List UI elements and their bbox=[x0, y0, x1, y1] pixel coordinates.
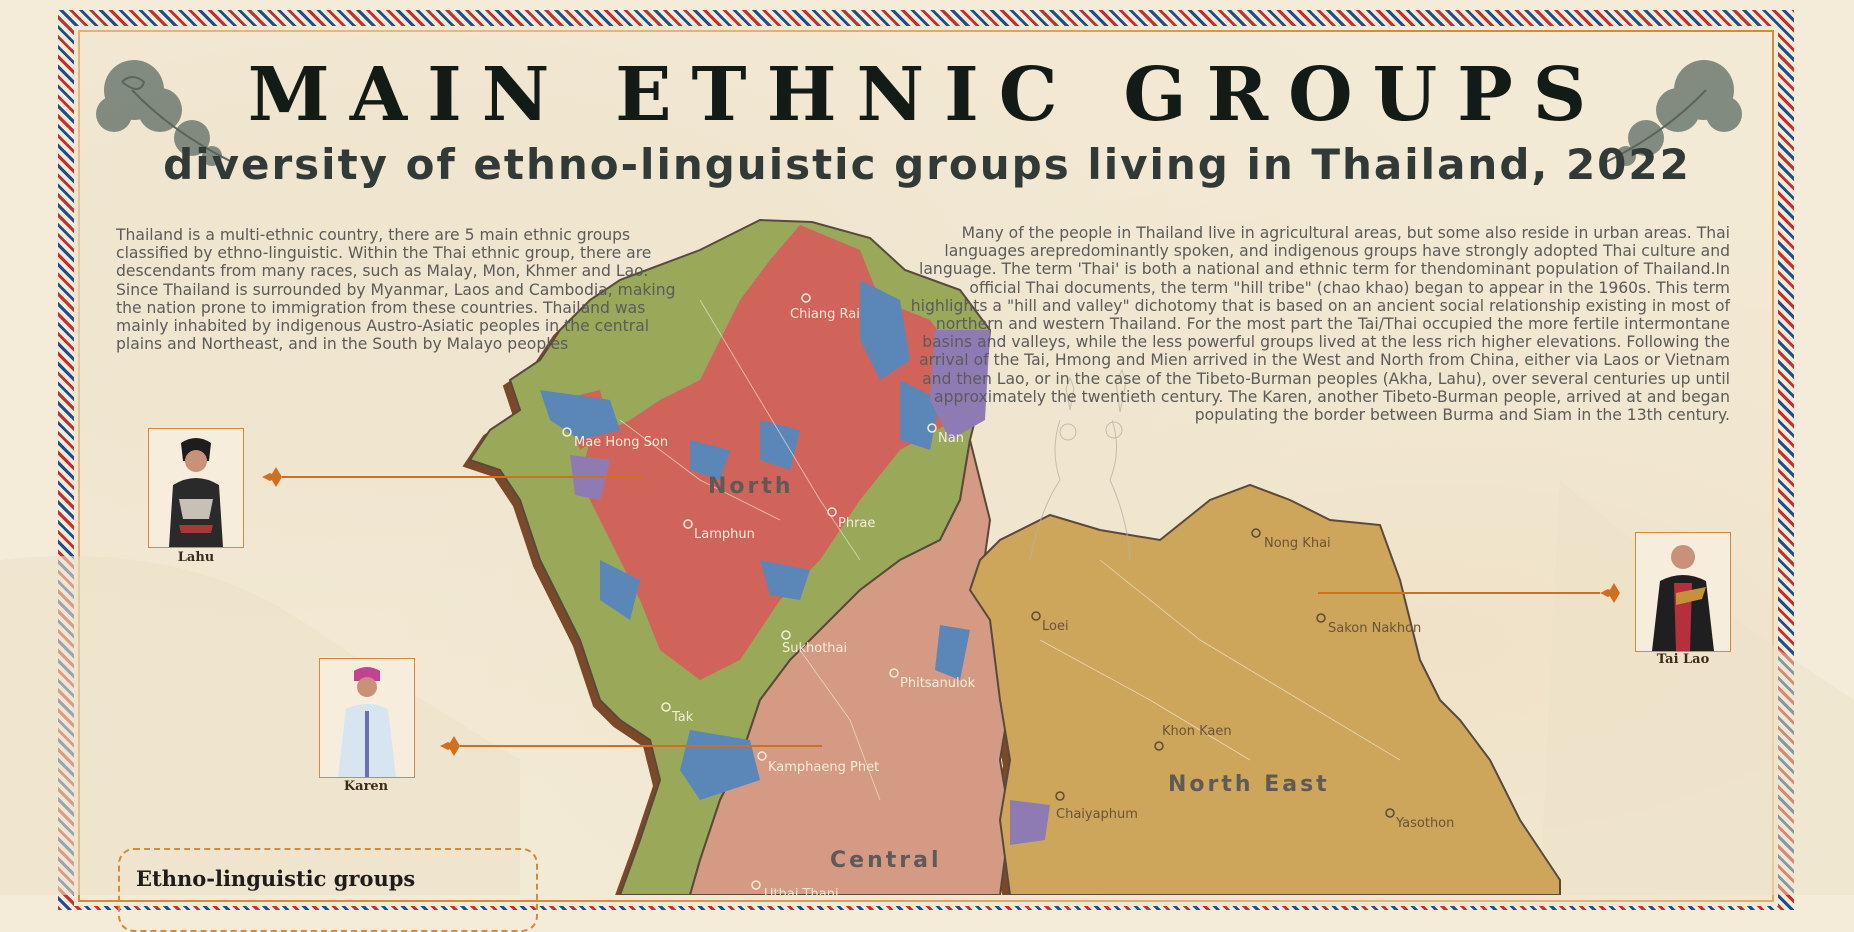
city-marker bbox=[781, 630, 791, 640]
lahu-label: Lahu bbox=[177, 550, 215, 565]
thailand-map: North North East Central Chiang Rai Mae … bbox=[0, 218, 1854, 895]
neighbor-land-right bbox=[1540, 480, 1854, 895]
city-marker bbox=[757, 751, 767, 761]
purple-group-patches bbox=[570, 330, 1050, 845]
region-label-north: North bbox=[708, 474, 794, 499]
city-label-phrae: Phrae bbox=[838, 516, 875, 531]
city-marker bbox=[827, 507, 837, 517]
lahu-portrait bbox=[148, 428, 244, 548]
city-label-chiang-rai: Chiang Rai bbox=[790, 307, 860, 322]
city-marker bbox=[562, 427, 572, 437]
city-label-nan: Nan bbox=[938, 431, 964, 446]
city-marker bbox=[1154, 741, 1164, 751]
lahu-figure-icon bbox=[169, 438, 223, 547]
city-label-sukhothai: Sukhothai bbox=[782, 641, 847, 656]
city-label-lamphun: Lamphun bbox=[694, 527, 755, 542]
page-title: MAIN ETHNIC GROUPS bbox=[247, 52, 1607, 138]
karen-label: Karen bbox=[343, 779, 389, 794]
intro-left-paragraph: Thailand is a multi-ethnic country, ther… bbox=[116, 226, 676, 354]
city-label-khon-kaen: Khon Kaen bbox=[1162, 724, 1232, 739]
right-flower-icon bbox=[1605, 60, 1742, 166]
neighbor-land-left bbox=[0, 556, 520, 895]
karen-figure-icon bbox=[338, 667, 396, 777]
tai-lao-label: Tai Lao bbox=[1656, 652, 1710, 667]
northeast-region bbox=[968, 483, 1561, 895]
city-label-nong-khai: Nong Khai bbox=[1264, 536, 1331, 551]
city-marker bbox=[683, 519, 693, 529]
city-marker bbox=[889, 668, 899, 678]
city-marker bbox=[661, 702, 671, 712]
tai-lao-portrait bbox=[1635, 532, 1731, 652]
intro-right-paragraph: Many of the people in Thailand live in a… bbox=[910, 224, 1730, 425]
tai-lao-flower-icon bbox=[1600, 583, 1620, 603]
city-label-yasothon: Yasothon bbox=[1395, 816, 1454, 831]
city-label-phitsanulok: Phitsanulok bbox=[900, 676, 976, 691]
page-subtitle: diversity of ethno-linguistic groups liv… bbox=[163, 140, 1691, 189]
region-label-central: Central bbox=[830, 848, 941, 873]
lahu-flower-icon bbox=[262, 467, 282, 487]
tai-lao-figure-icon bbox=[1652, 545, 1714, 651]
legend-title: Ethno-linguistic groups bbox=[136, 866, 416, 891]
karen-portrait bbox=[319, 658, 415, 778]
province-lines bbox=[619, 299, 1401, 801]
city-label-uthai-thani: Uthai Thani bbox=[764, 887, 839, 895]
city-marker bbox=[751, 880, 761, 890]
city-label-chaiyaphum: Chaiyaphum bbox=[1056, 807, 1138, 822]
blue-group-patches bbox=[540, 280, 970, 800]
city-marker bbox=[1316, 613, 1326, 623]
city-label-mae-hong-son: Mae Hong Son bbox=[574, 435, 668, 450]
city-marker bbox=[927, 423, 937, 433]
city-label-sakon-nakhon: Sakon Nakhon bbox=[1328, 621, 1421, 636]
city-marker bbox=[801, 293, 811, 303]
city-marker bbox=[1251, 528, 1261, 538]
city-label-kamphaeng-phet: Kamphaeng Phet bbox=[768, 760, 879, 775]
city-marker bbox=[1385, 808, 1395, 818]
city-label-loei: Loei bbox=[1042, 619, 1069, 634]
city-marker bbox=[1031, 611, 1041, 621]
city-marker bbox=[1055, 791, 1065, 801]
city-label-tak: Tak bbox=[671, 710, 694, 725]
dancers-illustration-icon bbox=[1029, 368, 1131, 561]
karen-flower-icon bbox=[440, 736, 460, 756]
region-label-north-east: North East bbox=[1168, 772, 1330, 797]
left-flower-icon bbox=[96, 60, 233, 166]
